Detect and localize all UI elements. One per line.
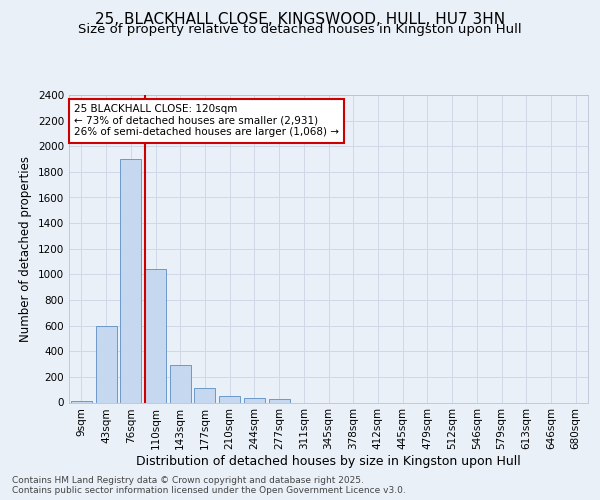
X-axis label: Distribution of detached houses by size in Kingston upon Hull: Distribution of detached houses by size … [136, 455, 521, 468]
Bar [244, 398, 265, 402]
Bar [95, 326, 116, 402]
Text: Size of property relative to detached houses in Kingston upon Hull: Size of property relative to detached ho… [78, 22, 522, 36]
Text: 25, BLACKHALL CLOSE, KINGSWOOD, HULL, HU7 3HN: 25, BLACKHALL CLOSE, KINGSWOOD, HULL, HU… [95, 12, 505, 28]
Bar [170, 364, 191, 403]
Bar [71, 400, 92, 402]
Bar [269, 400, 290, 402]
Y-axis label: Number of detached properties: Number of detached properties [19, 156, 32, 342]
Bar [120, 159, 141, 402]
Bar [194, 388, 215, 402]
Text: 25 BLACKHALL CLOSE: 120sqm
← 73% of detached houses are smaller (2,931)
26% of s: 25 BLACKHALL CLOSE: 120sqm ← 73% of deta… [74, 104, 339, 138]
Bar [145, 269, 166, 402]
Text: Contains HM Land Registry data © Crown copyright and database right 2025.
Contai: Contains HM Land Registry data © Crown c… [12, 476, 406, 495]
Bar [219, 396, 240, 402]
